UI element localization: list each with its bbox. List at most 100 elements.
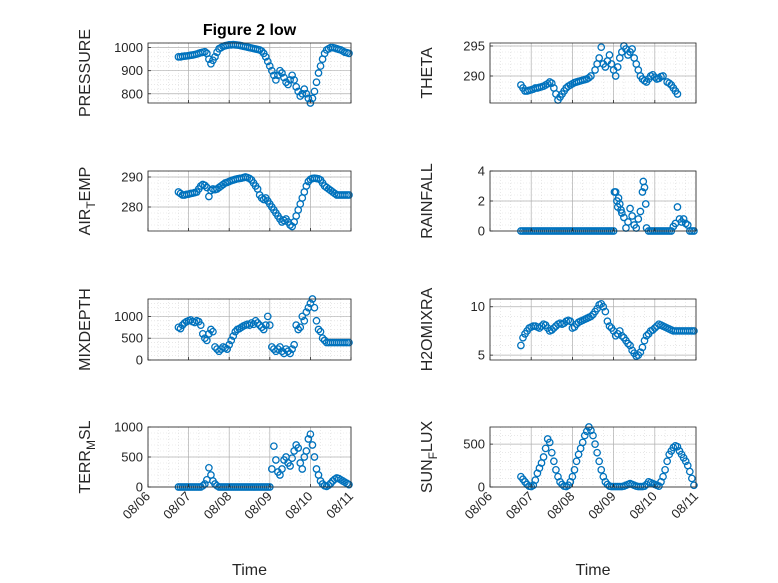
ylabel: PRESSURE <box>77 29 94 117</box>
data-point <box>636 348 645 357</box>
data-point <box>595 457 604 466</box>
data-point <box>626 204 634 213</box>
data-point <box>550 457 558 466</box>
chart-title: Figure 2 low <box>203 22 297 39</box>
ylabel-main: PRESSURE <box>77 29 94 117</box>
ytick-label: 800 <box>121 86 143 101</box>
data-point <box>267 465 276 473</box>
ylabel: H2OMIXRA <box>419 287 436 371</box>
data-point <box>597 466 606 474</box>
xlabel: Time <box>576 562 611 579</box>
ylabel-subscript: M <box>84 440 98 450</box>
ylabel: THETA <box>419 47 436 99</box>
data-point <box>603 317 612 326</box>
data-point <box>611 188 620 196</box>
data-point <box>345 191 353 199</box>
ylabel-main: H2OMIXRA <box>419 287 436 371</box>
axes-box <box>489 298 697 361</box>
data-point <box>280 216 288 225</box>
data-point <box>545 438 554 447</box>
data-point <box>223 345 232 353</box>
data-point <box>294 325 303 334</box>
data-point <box>294 444 303 452</box>
data-point <box>288 71 296 80</box>
data-point <box>298 89 307 98</box>
data-point <box>690 481 698 490</box>
ytick-label: 10 <box>471 299 485 314</box>
data-point <box>648 326 657 334</box>
axes-box <box>489 42 697 104</box>
data-point <box>636 207 645 216</box>
data-point <box>673 203 682 211</box>
data-point <box>669 443 678 452</box>
ylabel-subscript: F <box>426 452 440 459</box>
data-point <box>310 87 319 96</box>
data-point <box>298 465 307 473</box>
data-point <box>211 52 219 61</box>
xtick-label: 08/09 <box>585 489 619 523</box>
data-point <box>547 79 556 88</box>
data-point <box>200 47 209 56</box>
data-point <box>535 324 544 332</box>
data-point <box>519 333 527 342</box>
data-point <box>261 321 270 329</box>
xtick-label: 08/08 <box>544 489 578 523</box>
data-point <box>310 453 319 461</box>
ytick-label: 0 <box>136 353 143 368</box>
data-point <box>200 334 209 343</box>
data-point <box>316 62 325 70</box>
data-point <box>345 49 353 58</box>
data-point <box>570 466 579 474</box>
ytick-label: 1000 <box>114 40 143 55</box>
data-point <box>628 45 636 53</box>
data-point <box>640 336 649 345</box>
data-point <box>229 332 238 340</box>
data-point <box>650 324 659 332</box>
data-point <box>566 317 575 326</box>
data-point <box>198 481 207 490</box>
data-point <box>286 76 294 84</box>
data-point <box>591 440 599 448</box>
ylabel: SUNFLUX <box>419 421 440 494</box>
ytick-label: 500 <box>121 450 143 465</box>
data-point <box>227 336 236 345</box>
ytick-label: 5 <box>478 348 485 363</box>
data-point <box>547 326 556 334</box>
data-point <box>296 323 305 332</box>
data-point <box>663 457 672 466</box>
data-point <box>288 222 296 231</box>
ylabel: MIXDEPTH <box>77 288 94 371</box>
xtick-label: 08/08 <box>201 489 235 523</box>
data-point <box>599 302 608 311</box>
data-point <box>288 454 296 463</box>
data-point <box>219 180 227 189</box>
data-point <box>245 174 254 183</box>
data-point <box>587 312 595 321</box>
data-point <box>272 76 280 84</box>
ylabel-main: AIR <box>77 209 94 236</box>
ytick-label: 1000 <box>114 420 143 435</box>
data-point <box>304 435 313 443</box>
ylabel-main: RAINFALL <box>419 163 436 239</box>
ytick-label: 1000 <box>114 309 143 324</box>
data-point <box>679 215 688 223</box>
ytick-label: 500 <box>121 331 143 346</box>
data-point <box>274 345 282 353</box>
xtick-label: 08/06 <box>120 489 154 523</box>
data-point <box>601 307 610 316</box>
data-point <box>552 466 560 474</box>
data-point <box>302 182 311 190</box>
ytick-label: 0 <box>478 224 485 239</box>
data-point <box>595 54 604 62</box>
data-point <box>324 481 333 490</box>
subplot-1: 800 900 1000 PRESSURE Figure 2 low <box>77 22 353 117</box>
data-point <box>257 47 266 55</box>
data-point <box>673 90 682 98</box>
data-point <box>284 80 292 89</box>
data-point <box>253 319 262 327</box>
data-point <box>286 349 294 358</box>
data-point <box>205 330 213 338</box>
data-point <box>286 462 294 470</box>
data-point <box>207 325 215 334</box>
data-point <box>316 327 325 336</box>
